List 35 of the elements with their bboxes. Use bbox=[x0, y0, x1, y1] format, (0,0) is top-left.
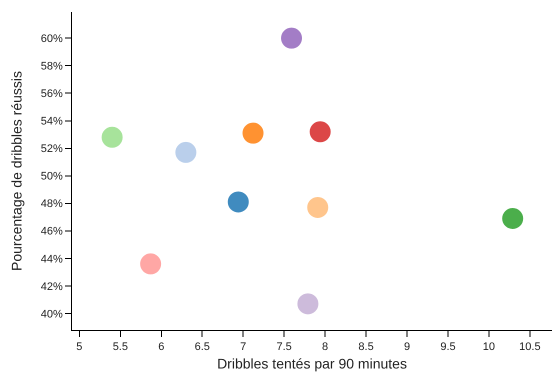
x-tick-label: 6.5 bbox=[194, 341, 210, 354]
y-tick-label: 42% bbox=[40, 280, 64, 293]
point bbox=[226, 190, 250, 214]
point bbox=[296, 292, 320, 316]
x-tick-label: 8 bbox=[322, 341, 328, 354]
x-tick-label: 10.5 bbox=[519, 341, 541, 354]
point bbox=[280, 26, 304, 50]
y-axis-title: Pourcentage de dribbles réussis bbox=[8, 70, 24, 272]
y-tick-label: 48% bbox=[40, 198, 64, 210]
point bbox=[501, 206, 524, 230]
point bbox=[100, 126, 124, 149]
point bbox=[306, 196, 330, 219]
x-tick-label: 6 bbox=[158, 341, 164, 354]
x-tick-label: 10 bbox=[482, 341, 496, 354]
y-tick-label: 46% bbox=[40, 226, 64, 238]
x-tick-label: 8.5 bbox=[358, 341, 374, 354]
y-tick-label: 54% bbox=[40, 116, 64, 128]
point bbox=[174, 140, 198, 164]
x-tick-label: 5 bbox=[76, 341, 82, 354]
x-tick-label: 9 bbox=[404, 341, 410, 354]
point bbox=[308, 120, 332, 144]
y-tick-label: 58% bbox=[40, 60, 64, 73]
x-tick-label: 7.5 bbox=[276, 341, 292, 354]
x-tick-label: 5.5 bbox=[112, 341, 128, 354]
y-tick-label: 40% bbox=[40, 308, 64, 320]
x-tick-label: 7 bbox=[240, 341, 246, 354]
y-tick-label: 56% bbox=[40, 88, 64, 100]
point bbox=[242, 122, 265, 145]
y-tick-label: 52% bbox=[40, 143, 64, 156]
x-tick-label: 9.5 bbox=[440, 341, 456, 354]
x-axis-title: Dribbles tentés par 90 minutes bbox=[217, 356, 407, 372]
y-tick-label: 60% bbox=[40, 33, 64, 46]
y-tick-label: 44% bbox=[40, 253, 64, 266]
point bbox=[139, 252, 162, 276]
y-tick-label: 50% bbox=[40, 170, 64, 183]
